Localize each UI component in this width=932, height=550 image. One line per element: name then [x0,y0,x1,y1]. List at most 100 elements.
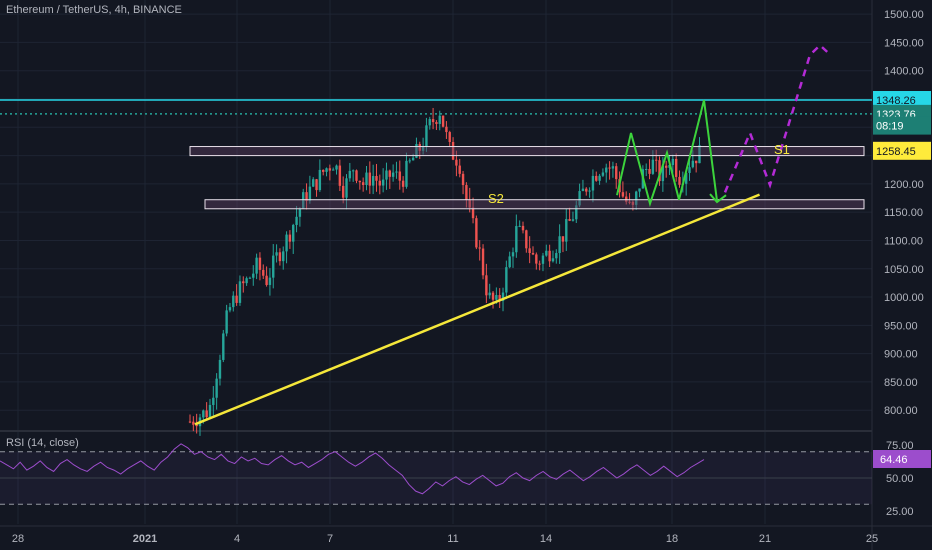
price-tick-label: 950.00 [884,320,918,332]
candle-body [358,180,362,183]
candle-body [508,256,511,268]
candle-body [498,295,501,301]
candle-body [222,333,225,360]
price-tick-label: 1200.00 [884,179,924,191]
candle-body [391,172,395,177]
candle-body [245,278,248,284]
candle-body [431,119,435,123]
candle-body [455,159,458,166]
candle-body [615,166,618,180]
green-zigzag-projection [616,99,718,208]
candle-body [335,165,338,170]
candle-body [674,158,678,177]
price-label-box [873,90,931,109]
candle-body [541,255,545,264]
candle-body [375,176,378,181]
price-label-box [873,116,931,135]
candle-body [262,269,265,276]
candle-body [435,122,438,124]
rsi-label: RSI (14, close) [6,437,79,449]
candle-body [242,281,245,284]
time-tick-label: 2021 [133,533,157,545]
candle-body [628,201,631,203]
candle-body [571,219,575,221]
price-tick-label: 1400.00 [884,66,924,78]
support-zone-s1 [189,146,865,157]
candle-body [195,424,198,427]
candle-body [595,175,598,181]
candle-body [475,218,478,248]
candle-body [658,160,661,182]
candle-body [585,188,588,192]
time-tick-label: 28 [12,533,24,545]
candle-body [398,171,401,181]
price-tick-label: 800.00 [884,405,918,417]
time-tick-label: 7 [327,533,333,545]
candle-body [248,277,252,279]
candle-body [664,165,668,168]
candle-body [601,172,605,176]
candle-body [515,226,518,253]
price-label-box [873,141,931,160]
price-label-countdown: 08:19 [876,121,904,133]
candle-body [252,273,255,278]
candle-body [445,126,448,133]
candle-body [212,397,215,405]
support-zone-s2 [204,199,865,210]
candle-body [378,180,382,186]
candle-body [671,158,675,165]
candle-body [684,172,688,184]
candle-body [691,160,695,168]
rsi-tick-label: 50.00 [886,473,914,485]
candle-body [465,185,468,200]
candle-body [331,169,335,171]
candle-body [312,179,315,187]
candle-body [558,236,561,254]
candle-body [518,225,521,227]
annotation-s2: S2 [488,191,504,206]
candle-body [428,119,431,126]
candle-body [538,263,541,265]
candle-body [255,257,258,274]
candle-body [591,175,595,191]
candle-body [315,179,318,191]
candle-body [441,115,445,127]
candle-body [365,172,368,186]
candle-body [481,248,485,276]
price-label-resistance: 1348.26 [876,95,916,107]
candle-body [405,160,408,187]
candle-body [425,125,428,147]
candle-body [421,146,425,151]
ascending-trendline [194,193,760,426]
candle-body [318,169,322,191]
candle-body [694,160,698,164]
candle-body [368,172,372,186]
candle-body [478,247,481,249]
candle-body [605,167,608,173]
candle-body [288,234,292,242]
price-tick-label: 1150.00 [884,207,923,219]
price-tick-label: 900.00 [884,349,918,361]
candle-body [282,251,285,262]
candle-body [551,258,555,262]
rsi-tick-label: 25.00 [886,506,914,518]
price-tick-label: 1100.00 [884,235,923,247]
candle-body [461,173,465,186]
candle-body [418,144,421,151]
candle-body [458,165,461,174]
candle-body [535,254,538,264]
price-tick-label: 1500.00 [884,9,924,21]
candle-body [645,168,648,170]
candle-body [511,252,515,257]
time-tick-label: 11 [447,533,458,545]
time-tick-label: 4 [234,533,240,545]
candle-body [232,295,235,308]
rsi-tick-label: 75.00 [886,440,914,452]
candle-body [338,165,342,186]
candle-body [385,170,388,180]
candle-body [598,175,601,181]
price-tick-label: 1000.00 [884,292,924,304]
price-tick-label: 850.00 [884,377,918,389]
candle-body [361,182,365,186]
